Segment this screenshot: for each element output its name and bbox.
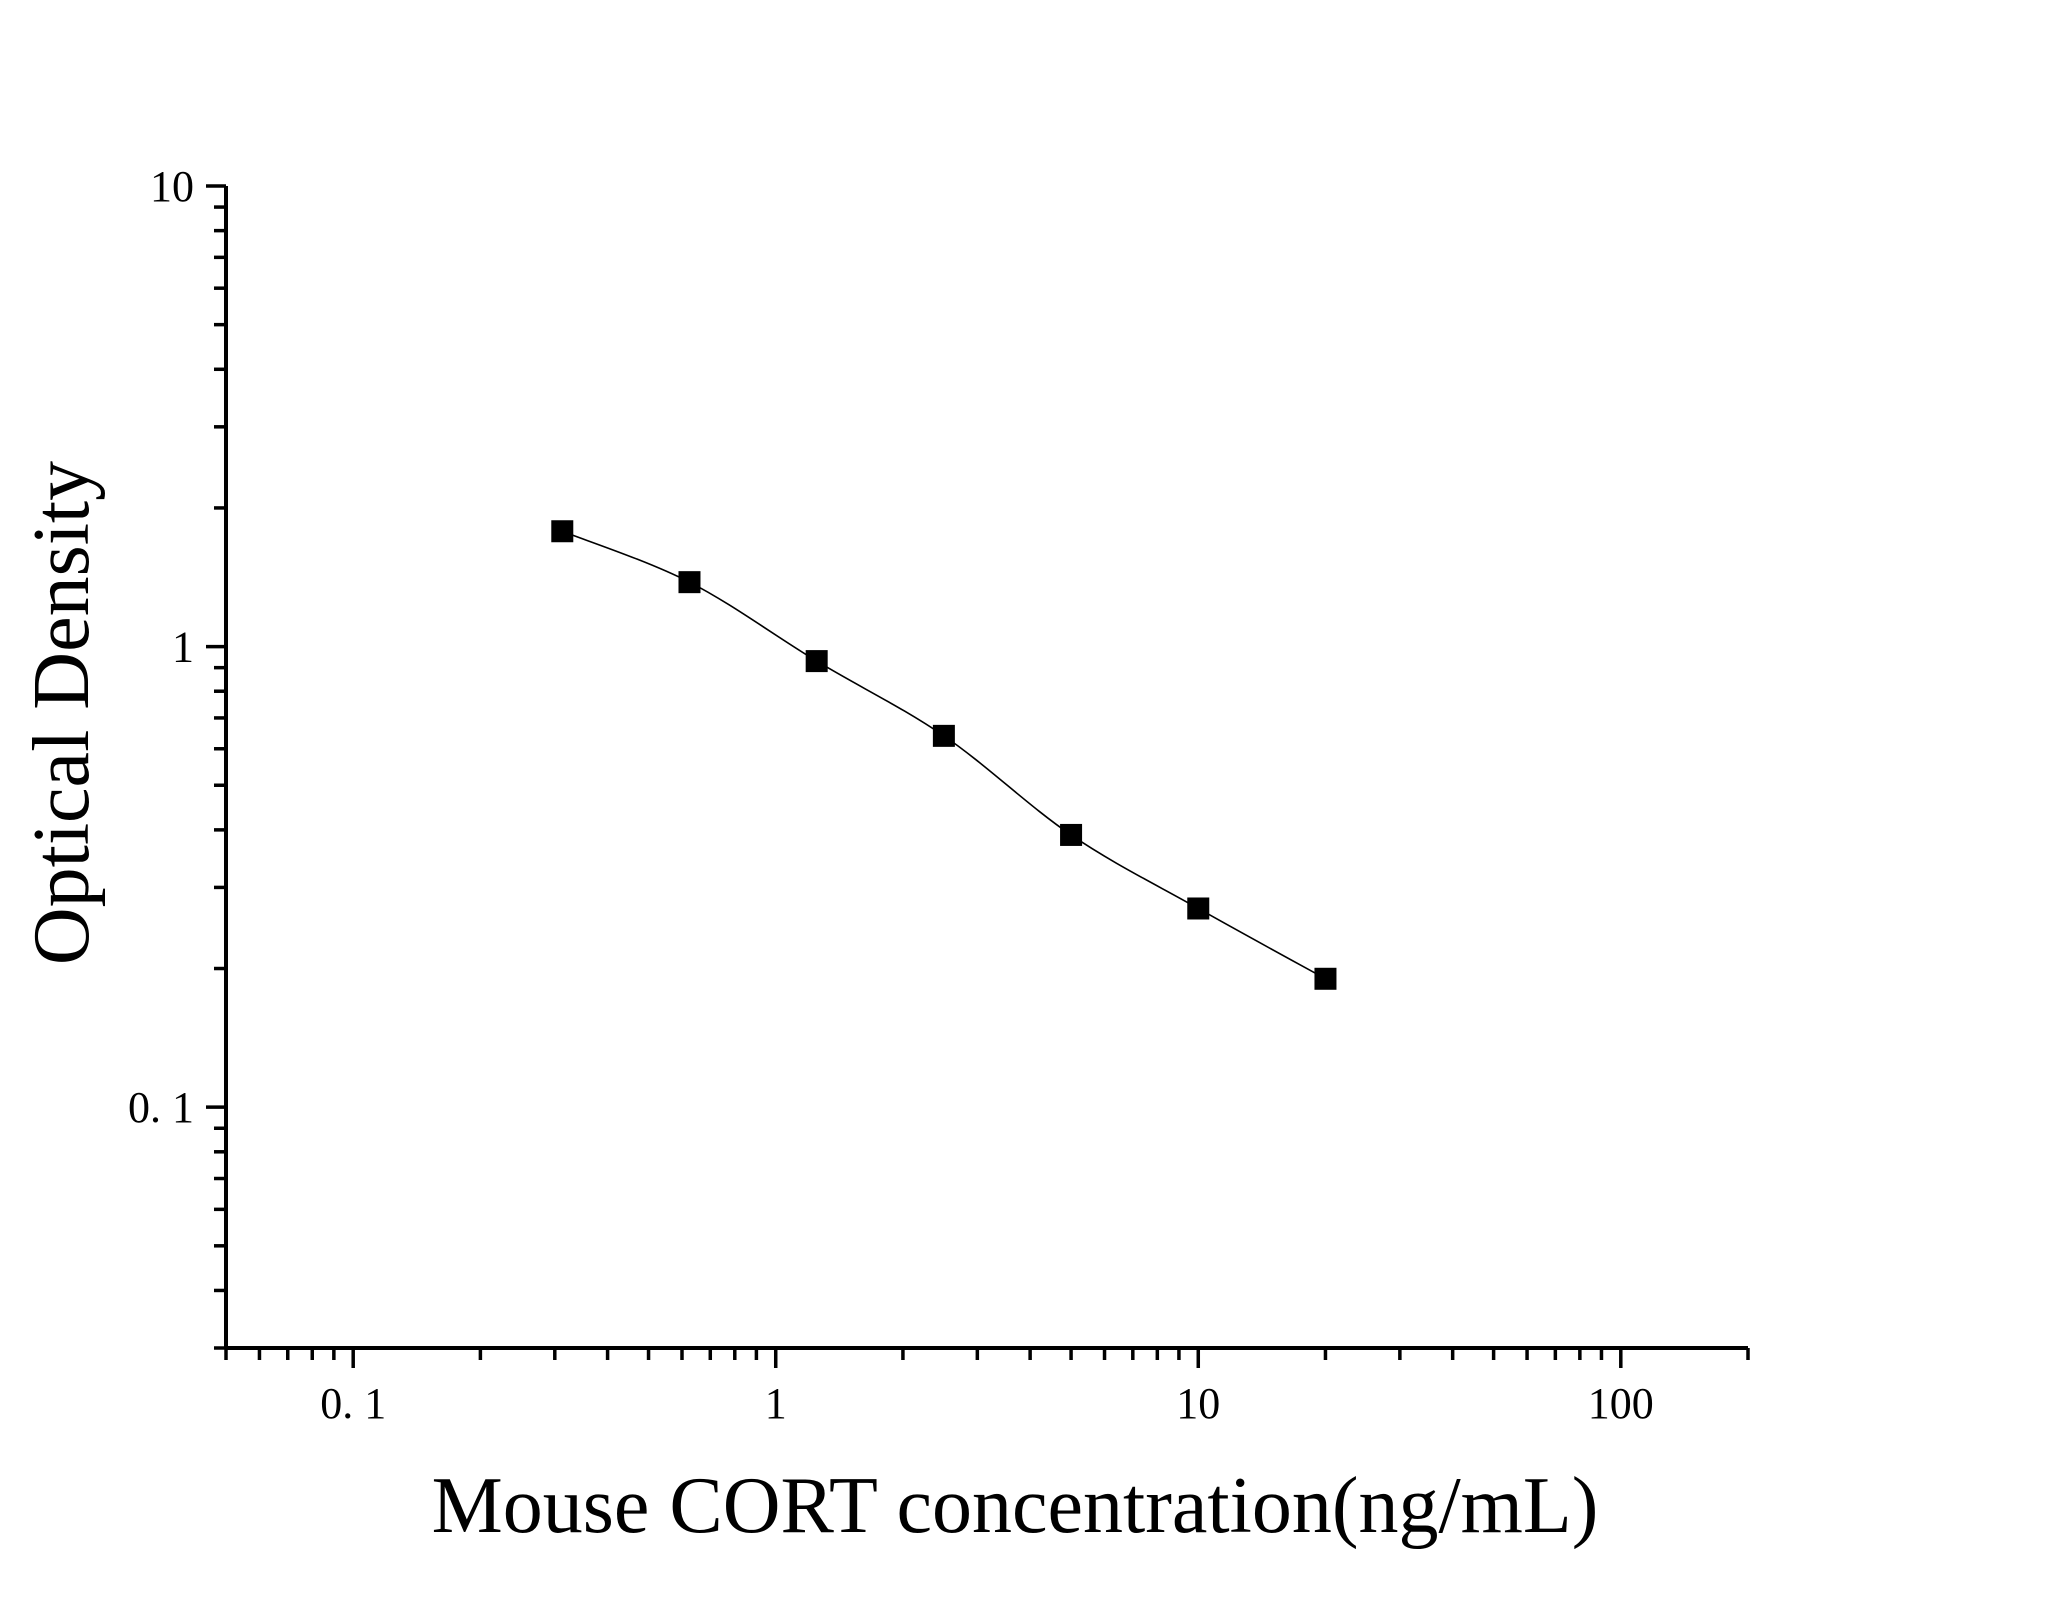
x-tick-label: 10 (1176, 1379, 1220, 1428)
data-points (551, 520, 1337, 990)
x-tick-label: 100 (1588, 1379, 1654, 1428)
y-tick-label: 10 (150, 162, 194, 211)
x-tick-label: 1 (765, 1379, 787, 1428)
x-axis-tick-labels: 0. 1 1 10 100 (320, 1379, 1654, 1428)
axes (224, 186, 1748, 1350)
data-point-marker (805, 650, 828, 673)
x-axis-ticks (224, 1348, 1750, 1368)
y-tick-label: 1 (172, 623, 194, 672)
data-point-marker (1060, 823, 1083, 846)
data-point-marker (1187, 897, 1210, 920)
fit-curve (561, 530, 1326, 980)
y-axis-ticks (206, 184, 226, 1350)
data-point-marker (551, 520, 574, 543)
x-axis-title: Mouse CORT concentration(ng/mL) (432, 1462, 1599, 1550)
data-point-marker (678, 571, 701, 594)
x-tick-label: 0. 1 (320, 1379, 386, 1428)
y-axis-title: Optical Density (18, 461, 106, 965)
data-point-marker (1314, 967, 1337, 990)
data-point-marker (932, 724, 955, 747)
y-tick-label: 0. 1 (128, 1083, 194, 1132)
y-axis-tick-labels: 0. 1 1 10 (128, 162, 194, 1132)
